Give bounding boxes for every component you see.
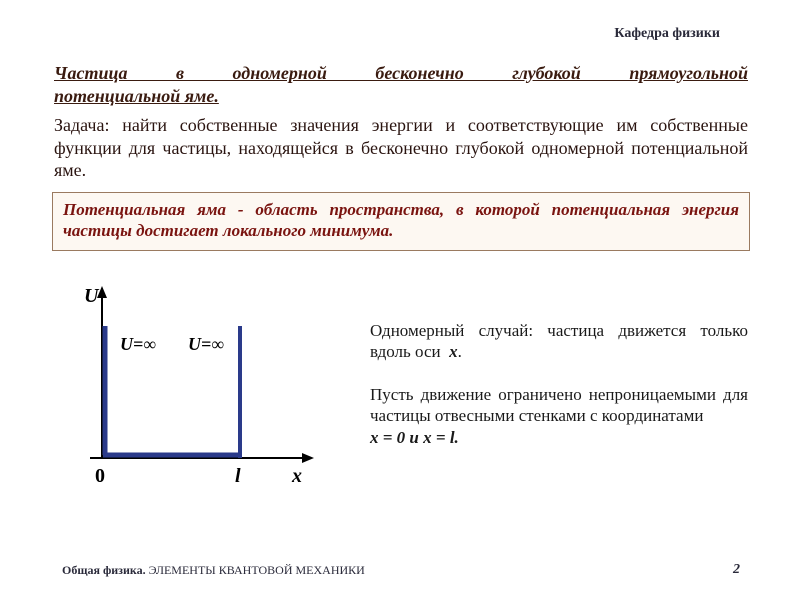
p1-text: Одномерный случай: частица движется толь… bbox=[370, 321, 748, 361]
footer-course: Общая физика. ЭЛЕМЕНТЫ КВАНТОВОЙ МЕХАНИК… bbox=[62, 563, 365, 578]
page-number: 2 bbox=[733, 562, 740, 578]
right-paragraph-1: Одномерный случай: частица движется толь… bbox=[370, 320, 748, 363]
u-inf-left: U=∞ bbox=[120, 334, 156, 354]
u-inf-right: U=∞ bbox=[188, 334, 224, 354]
right-paragraph-2: Пусть движение ограничено непроницаемыми… bbox=[370, 384, 748, 448]
footer-course-rest: ЭЛЕМЕНТЫ КВАНТОВОЙ МЕХАНИКИ bbox=[146, 563, 365, 577]
x-axis-label: x bbox=[291, 465, 302, 487]
department-header: Кафедра физики bbox=[614, 26, 720, 42]
footer-course-bold: Общая физика. bbox=[62, 563, 146, 577]
title-line2: потенциальной яме. bbox=[54, 86, 219, 107]
origin-label: 0 bbox=[95, 465, 105, 487]
definition-box: Потенциальная яма - область пространства… bbox=[52, 192, 750, 251]
right-wall-label: l bbox=[235, 465, 241, 487]
potential-well-diagram: U U=∞ U=∞ 0 l x bbox=[70, 280, 330, 490]
title-line1: Частица в одномерной бесконечно глубокой… bbox=[54, 62, 748, 85]
y-axis-label: U bbox=[84, 285, 100, 307]
task-text: Задача: найти собственные значения энерг… bbox=[54, 114, 748, 182]
definition-text: Потенциальная яма - область пространства… bbox=[63, 199, 739, 242]
p2-text-a: Пусть движение ограничено непроницаемыми… bbox=[370, 385, 748, 425]
p2-text-b: x = 0 и x = l. bbox=[370, 428, 459, 447]
